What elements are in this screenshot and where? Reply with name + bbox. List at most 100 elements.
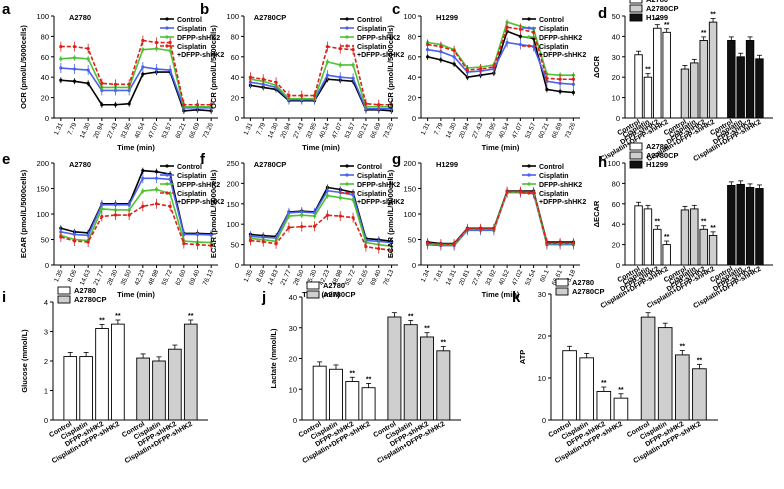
x-axis-title: Time (min) — [302, 290, 340, 299]
data-point — [325, 45, 330, 49]
data-point — [72, 232, 77, 236]
data-point — [312, 224, 317, 228]
data-point — [154, 47, 159, 51]
data-point — [182, 241, 186, 246]
legend-label: Control — [539, 17, 564, 24]
bar — [755, 188, 764, 266]
data-point — [465, 68, 469, 72]
legend-label: Cisplatin — [357, 26, 387, 33]
legend-label: A2780CP — [74, 295, 107, 304]
legend-marker — [345, 17, 349, 21]
legend-label: +DFPP-shHK2 — [357, 199, 404, 206]
data-point — [100, 81, 104, 85]
bar — [579, 357, 594, 421]
x-tick-label: 47.07 — [511, 122, 524, 140]
data-point — [209, 233, 213, 237]
data-point — [141, 176, 145, 180]
bar — [613, 397, 629, 421]
bar — [653, 27, 662, 119]
x-tick-label: 40.54 — [498, 122, 511, 140]
x-tick-label: 66.69 — [188, 122, 201, 140]
data-point — [248, 80, 253, 84]
significance-label: ** — [99, 317, 105, 324]
data-point — [113, 213, 118, 217]
data-point — [59, 57, 63, 61]
y-tick-label: 50 — [231, 241, 239, 250]
bar — [63, 356, 78, 421]
data-point — [312, 214, 317, 218]
data-point — [141, 72, 145, 76]
x-tick-label: 33.95 — [120, 122, 133, 140]
bar — [699, 228, 708, 266]
x-tick-label: 33.95 — [305, 122, 318, 140]
series-line-1 — [250, 189, 392, 244]
data-point — [364, 245, 368, 249]
bar — [662, 31, 671, 119]
x-tick-label: 27.43 — [471, 122, 484, 140]
bar — [562, 350, 577, 421]
bar — [643, 208, 653, 266]
x-tick-label: 69.40 — [188, 269, 201, 287]
x-tick-label: 47.07 — [331, 122, 344, 140]
x-tick-label: 66.69 — [551, 122, 564, 140]
data-point — [377, 239, 381, 243]
series-line-0 — [60, 71, 212, 112]
data-point — [209, 103, 213, 107]
data-point — [545, 241, 549, 245]
data-point — [351, 63, 355, 67]
data-point — [439, 242, 443, 246]
data-point — [571, 90, 575, 95]
y-tick-label: 80 — [612, 179, 620, 188]
x-tick-label: 14.31 — [445, 269, 458, 287]
bar — [690, 62, 699, 119]
y-tick-label: 100 — [403, 210, 416, 219]
data-point — [325, 194, 330, 198]
data-point — [518, 189, 522, 194]
x-tick-label: 73.26 — [202, 122, 215, 140]
y-tick-label: 40 — [289, 293, 297, 302]
legend-label: Cisplatin — [177, 44, 207, 51]
legend-label: Control — [539, 164, 564, 171]
data-point — [141, 189, 145, 193]
x-tick-label: 14.30 — [267, 122, 280, 140]
panel-d: d01020304050ΔOCRControl**Cisplatin**DFPP… — [592, 0, 773, 163]
y-tick-label: 0 — [45, 261, 49, 270]
significance-label: ** — [115, 313, 121, 320]
bar — [680, 68, 690, 119]
bar — [653, 228, 662, 266]
y-tick-label: 60 — [408, 53, 416, 62]
data-point — [113, 103, 118, 107]
x-tick-label: 27.43 — [106, 122, 119, 140]
series-line-3 — [250, 45, 392, 106]
y-tick-label: 4 — [44, 298, 48, 307]
data-point — [338, 63, 342, 67]
legend-marker — [527, 182, 531, 186]
x-tick-label: 33.92 — [484, 269, 497, 287]
data-point — [505, 25, 509, 29]
legend-label: Control — [357, 17, 382, 24]
x-tick-label: 47.07 — [147, 122, 160, 140]
legend-swatch — [306, 281, 320, 290]
data-point — [558, 89, 562, 94]
x-tick-label: 69.40 — [369, 269, 382, 287]
bar — [136, 357, 150, 421]
data-point — [558, 77, 562, 81]
bar — [727, 184, 736, 266]
x-tick-label: 27.42 — [471, 269, 484, 287]
y-axis-title: ECAR (pmol/L/5000cells) — [386, 169, 395, 258]
legend-marker — [345, 164, 349, 168]
data-point — [452, 49, 456, 53]
data-point — [248, 238, 253, 243]
data-point — [479, 227, 483, 231]
series-line-1 — [60, 177, 212, 237]
data-point — [351, 193, 355, 197]
data-point — [209, 244, 213, 248]
panel-k: k0102030ATPControlCisplatin**DFPP-shHK2*… — [512, 278, 718, 465]
data-point — [100, 207, 104, 211]
y-axis-title: Lactate (mmol/L) — [269, 328, 278, 389]
bar — [745, 187, 755, 266]
data-point — [154, 187, 159, 192]
